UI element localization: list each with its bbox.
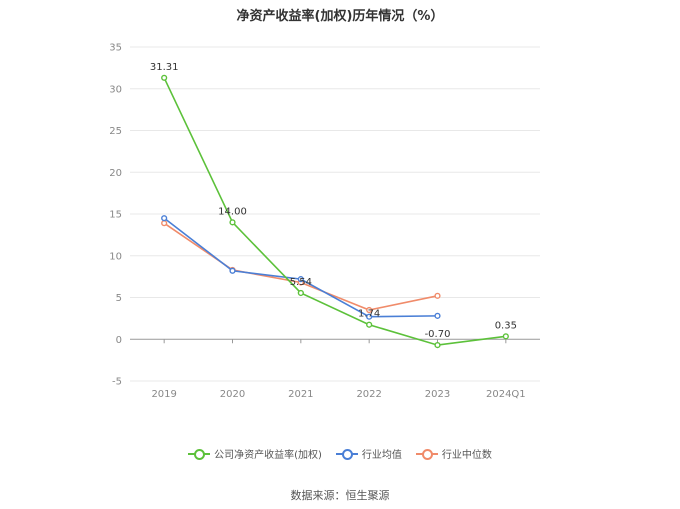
legend-item-industry-median[interactable]: 行业中位数 — [415, 446, 492, 461]
y-tick-label: 10 — [109, 251, 122, 262]
data-label: 1.74 — [358, 309, 380, 320]
legend: 公司净资产收益率(加权) 行业均值 行业中位数 — [0, 446, 680, 461]
y-tick-label: 5 — [116, 293, 122, 304]
series-line-1 — [163, 217, 438, 318]
legend-marker-company — [188, 448, 211, 460]
data-point-2 — [161, 220, 168, 227]
data-point-1 — [161, 215, 168, 222]
data-point-0 — [434, 341, 441, 349]
y-tick-label: 0 — [116, 335, 122, 346]
legend-item-company[interactable]: 公司净资产收益率(加权) — [188, 446, 322, 461]
data-point-0 — [229, 219, 236, 226]
data-label: 14.00 — [218, 206, 247, 217]
y-tick-label: -5 — [112, 377, 122, 388]
series-layer — [161, 74, 509, 349]
data-point-2 — [434, 292, 441, 299]
data-point-1 — [366, 313, 373, 320]
legend-marker-industry-mean — [335, 448, 358, 460]
data-point-1 — [229, 267, 236, 274]
x-tick-label: 2024Q1 — [486, 389, 526, 400]
series-line-2 — [163, 222, 438, 311]
data-point-1 — [297, 276, 304, 283]
data-label: 31.31 — [150, 62, 179, 73]
legend-label-company: 公司净资产收益率(加权) — [214, 450, 322, 461]
data-point-0 — [502, 333, 509, 340]
x-tick-label: 2021 — [288, 389, 313, 400]
legend-marker-industry-median — [415, 448, 438, 460]
data-point-1 — [434, 312, 441, 319]
data-point-0 — [297, 289, 304, 297]
data-label: 0.35 — [495, 320, 517, 331]
y-tick-label: 30 — [109, 84, 122, 95]
data-point-2 — [366, 306, 373, 314]
x-tick-label: 2023 — [425, 389, 450, 400]
x-tick-label: 2020 — [220, 389, 245, 400]
series-line-0 — [163, 77, 506, 346]
legend-item-industry-mean[interactable]: 行业均值 — [335, 446, 402, 461]
grid-layer — [130, 46, 540, 382]
data-label: -0.70 — [425, 329, 451, 340]
data-source-note: 数据来源：恒生聚源 — [290, 489, 390, 502]
data-point-0 — [161, 74, 168, 81]
data-point-0 — [366, 321, 373, 328]
x-tick-label: 2022 — [356, 389, 381, 400]
legend-label-industry-median: 行业中位数 — [441, 450, 492, 461]
y-tick-label: 25 — [109, 126, 122, 137]
x-tick-label: 2019 — [151, 389, 176, 400]
chart-title: 净资产收益率(加权)历年情况（%） — [236, 9, 444, 24]
axis-layer: -5 0 5 10 15 20 25 30 35 2019 2020 2021 2022 2023 2024… — [109, 43, 540, 400]
data-label-layer: 31.31 14.00 5.54 1.74 -0.70 0.35 — [150, 62, 517, 340]
data-label: 5.54 — [290, 277, 312, 288]
y-tick-label: 20 — [109, 168, 122, 179]
y-tick-label: 35 — [109, 43, 122, 54]
y-tick-label: 15 — [109, 210, 122, 221]
legend-label-industry-mean: 行业均值 — [361, 450, 402, 461]
